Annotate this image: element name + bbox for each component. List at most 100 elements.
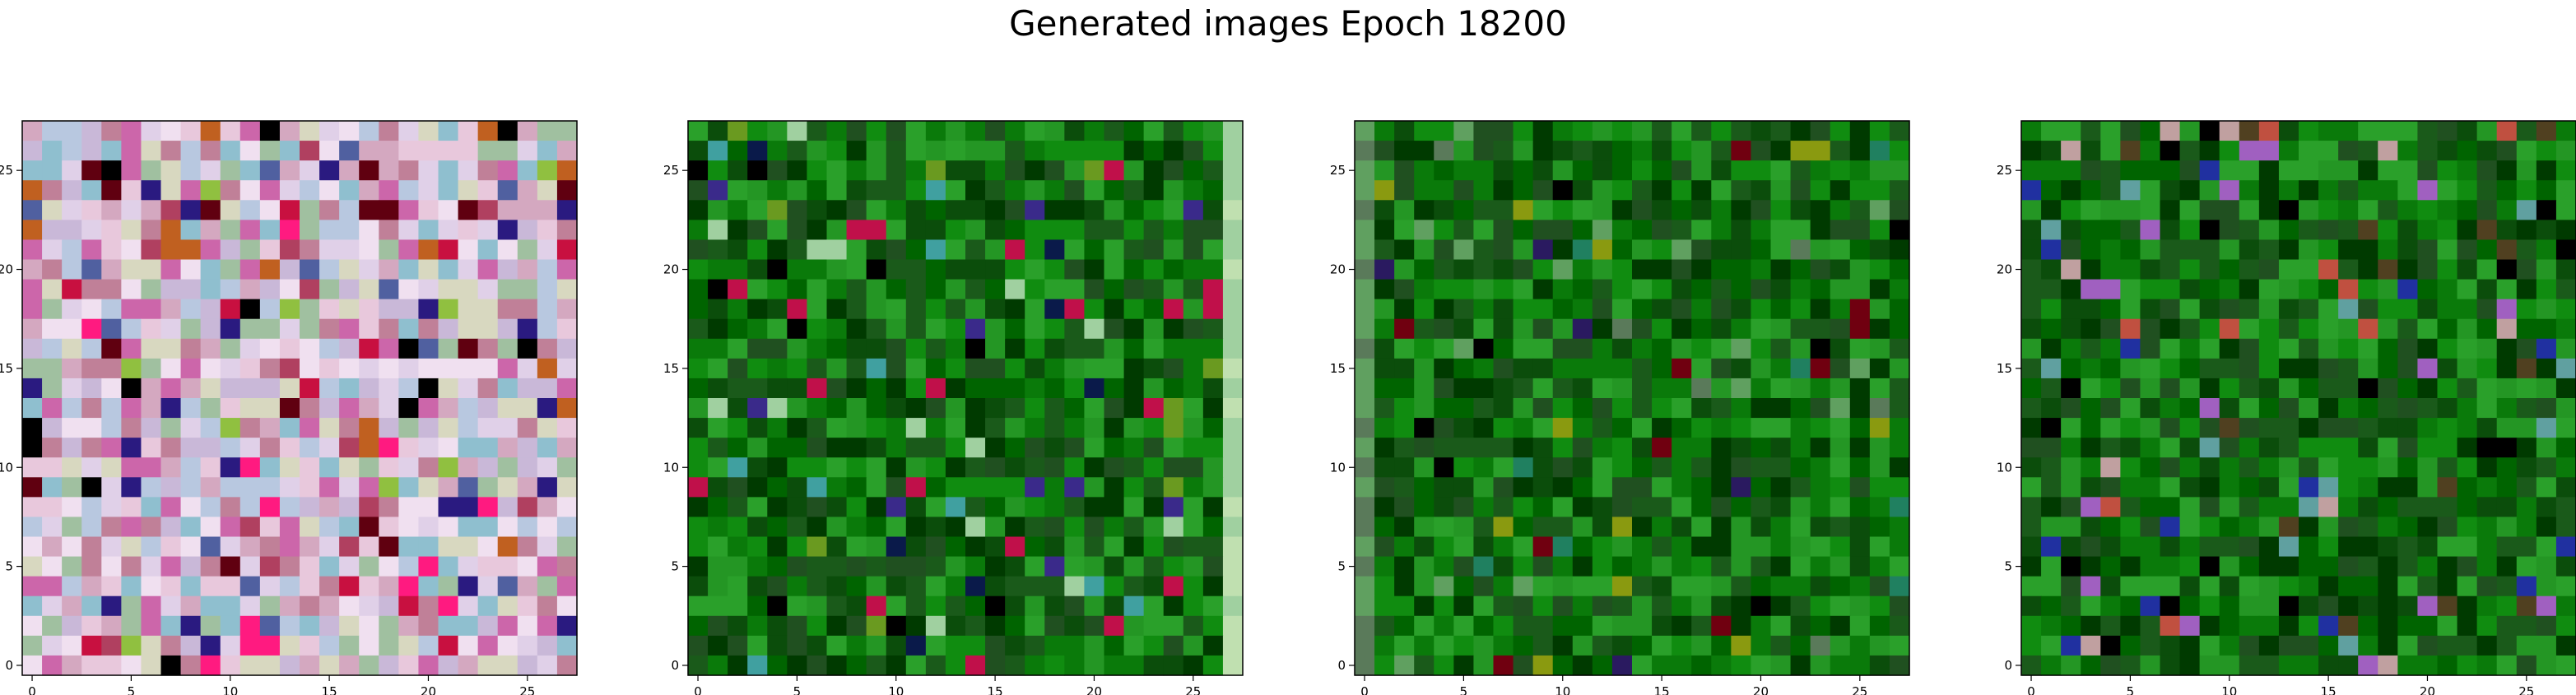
- pixel-cell: [1104, 141, 1125, 161]
- pixel-cell: [2358, 615, 2378, 637]
- pixel-cell: [2100, 497, 2121, 518]
- pixel-cell: [477, 576, 499, 597]
- pixel-cell: [1889, 536, 1910, 558]
- pixel-cell: [807, 418, 828, 438]
- pixel-cell: [359, 378, 379, 399]
- pixel-cell: [458, 318, 479, 340]
- pixel-cell: [1711, 318, 1732, 340]
- pixel-cell: [42, 536, 63, 558]
- pixel-cell: [2397, 615, 2419, 637]
- pixel-cell: [438, 239, 459, 261]
- pixel-cell: [2021, 497, 2042, 518]
- pixel-cell: [62, 378, 82, 399]
- pixel-cell: [708, 497, 728, 518]
- pixel-cell: [259, 595, 281, 617]
- pixel-cell: [2081, 457, 2101, 478]
- pixel-cell: [1493, 378, 1514, 399]
- pixel-cell: [1123, 438, 1145, 458]
- pixel-cell: [1434, 318, 1454, 340]
- pixel-cell: [180, 200, 202, 220]
- pixel-cell: [807, 595, 828, 617]
- pixel-cell: [1044, 595, 1065, 617]
- pixel-cell: [22, 141, 43, 161]
- pixel-cell: [2397, 279, 2419, 300]
- pixel-cell: [1672, 338, 1692, 359]
- pixel-cell: [1434, 595, 1454, 617]
- x-tick-label: 15: [988, 684, 1003, 695]
- pixel-cell: [1572, 477, 1593, 498]
- pixel-cell: [2179, 180, 2201, 201]
- pixel-cell: [220, 318, 241, 340]
- pixel-cell: [1889, 318, 1910, 340]
- pixel-cell: [62, 477, 82, 498]
- pixel-cell: [2179, 338, 2201, 359]
- pixel-cell: [517, 141, 538, 161]
- pixel-cell: [2258, 239, 2280, 261]
- pixel-cell: [1731, 615, 1752, 637]
- pixel-cell: [1611, 141, 1633, 161]
- pixel-cell: [239, 378, 261, 399]
- pixel-cell: [300, 418, 320, 438]
- pixel-cell: [2278, 556, 2299, 577]
- pixel-cell: [1513, 239, 1534, 261]
- pixel-cell: [259, 121, 281, 141]
- pixel-cell: [2041, 517, 2062, 538]
- pixel-cell: [2318, 418, 2339, 438]
- pixel-cell: [1869, 141, 1890, 161]
- pixel-cell: [1222, 477, 1244, 498]
- pixel-cell: [2358, 239, 2378, 261]
- pixel-cell: [1222, 438, 1244, 458]
- pixel-cell: [556, 180, 578, 201]
- pixel-cell: [945, 259, 966, 280]
- pixel-cell: [22, 358, 43, 379]
- pixel-cell: [1889, 358, 1910, 379]
- pixel-cell: [807, 457, 828, 478]
- pixel-cell: [1414, 358, 1434, 379]
- pixel-cell: [556, 477, 578, 498]
- pixel-cell: [2160, 457, 2181, 478]
- pixel-cell: [1770, 615, 1792, 637]
- pixel-cell: [537, 279, 558, 300]
- pixel-cell: [1751, 635, 1772, 656]
- pixel-cell: [101, 655, 122, 676]
- pixel-cell: [985, 239, 1006, 261]
- pixel-cell: [2536, 180, 2557, 201]
- pixel-cell: [925, 299, 946, 320]
- pixel-cell: [259, 438, 281, 458]
- pixel-cell: [81, 398, 102, 419]
- pixel-cell: [866, 121, 887, 141]
- pixel-cell: [787, 635, 808, 656]
- pixel-cell: [945, 358, 966, 379]
- pixel-cell: [807, 398, 828, 419]
- pixel-cell: [905, 635, 927, 656]
- pixel-cell: [905, 200, 927, 220]
- pixel-cell: [1770, 239, 1792, 261]
- pixel-cell: [2258, 358, 2280, 379]
- pixel-cell: [807, 259, 828, 280]
- pixel-cell: [965, 220, 986, 241]
- pixel-cell: [846, 358, 867, 379]
- pixel-cell: [398, 378, 420, 399]
- pixel-cell: [1552, 259, 1574, 280]
- pixel-cell: [42, 517, 63, 538]
- pixel-cell: [497, 556, 518, 577]
- pixel-cell: [1632, 200, 1653, 220]
- pixel-cell: [1163, 517, 1184, 538]
- pixel-cell: [2199, 615, 2220, 637]
- pixel-cell: [1790, 141, 1811, 161]
- pixel-cell: [477, 378, 499, 399]
- pixel-cell: [708, 595, 728, 617]
- pixel-cell: [1005, 497, 1025, 518]
- pixel-cell: [2258, 338, 2280, 359]
- pixel-cell: [2199, 141, 2220, 161]
- pixel-cell: [1143, 239, 1165, 261]
- pixel-cell: [1513, 180, 1534, 201]
- pixel-cell: [2536, 259, 2557, 280]
- pixel-cell: [2081, 220, 2101, 241]
- pixel-cell: [965, 160, 986, 181]
- pixel-cell: [2239, 318, 2260, 340]
- pixel-cell: [1592, 635, 1613, 656]
- pixel-cell: [2516, 180, 2537, 201]
- y-tick-label: 0: [1337, 658, 1346, 673]
- pixel-cell: [1453, 457, 1475, 478]
